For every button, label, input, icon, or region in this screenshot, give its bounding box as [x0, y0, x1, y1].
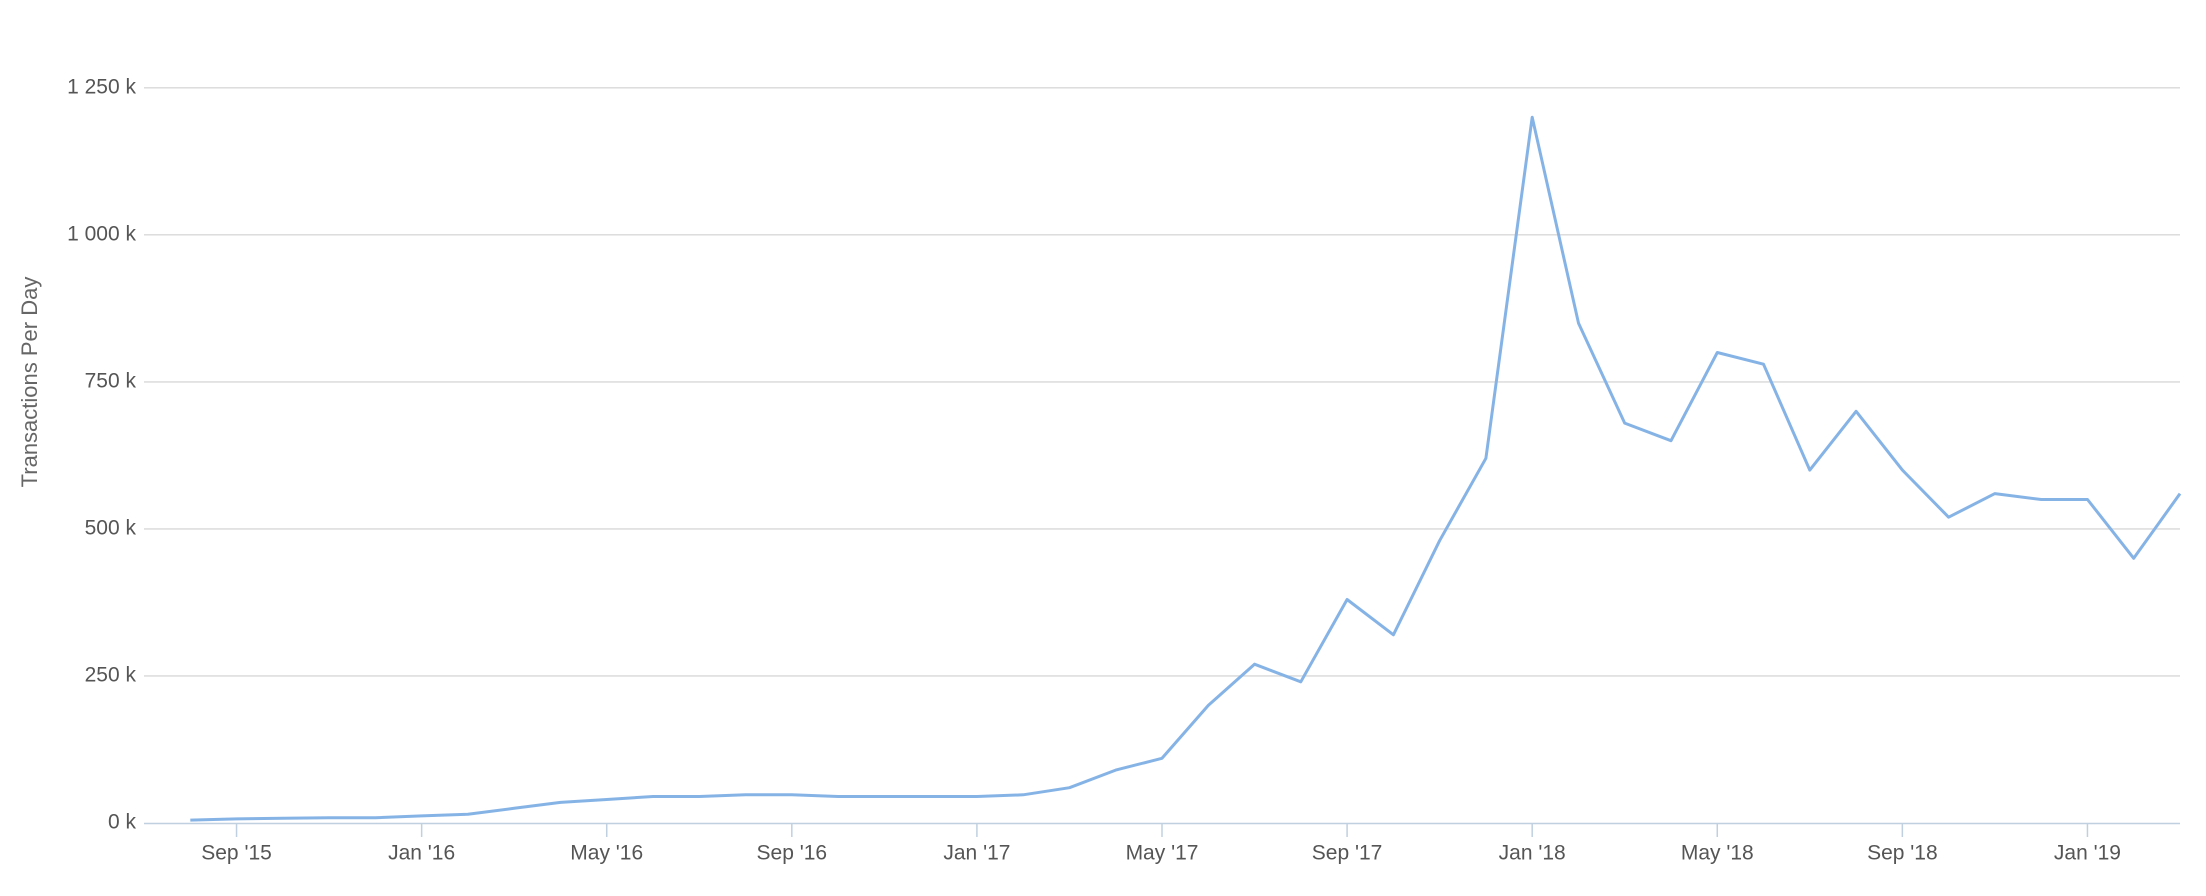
- x-tick-label: Sep '15: [201, 842, 272, 865]
- x-tick-label: May '17: [1126, 842, 1199, 865]
- y-tick-label: 1 250 k: [67, 75, 136, 98]
- x-tick-label: May '16: [570, 842, 643, 865]
- y-tick-label: 250 k: [85, 664, 137, 687]
- y-tick-label: 750 k: [85, 369, 137, 392]
- x-tick-label: Sep '17: [1312, 842, 1383, 865]
- x-tick-label: Sep '18: [1867, 842, 1938, 865]
- x-tick-label: Jan '17: [943, 842, 1010, 865]
- x-tick-label: Sep '16: [757, 842, 828, 865]
- y-tick-label: 0 k: [108, 811, 137, 834]
- x-tick-label: Jan '16: [388, 842, 455, 865]
- x-tick-label: Jan '19: [2054, 842, 2121, 865]
- y-axis-label: Transactions Per Day: [17, 277, 42, 488]
- y-tick-label: 500 k: [85, 516, 137, 539]
- x-tick-label: Jan '18: [1499, 842, 1566, 865]
- x-tick-label: May '18: [1681, 842, 1754, 865]
- data-line: [190, 115, 2182, 822]
- y-tick-label: 1 000 k: [67, 222, 136, 245]
